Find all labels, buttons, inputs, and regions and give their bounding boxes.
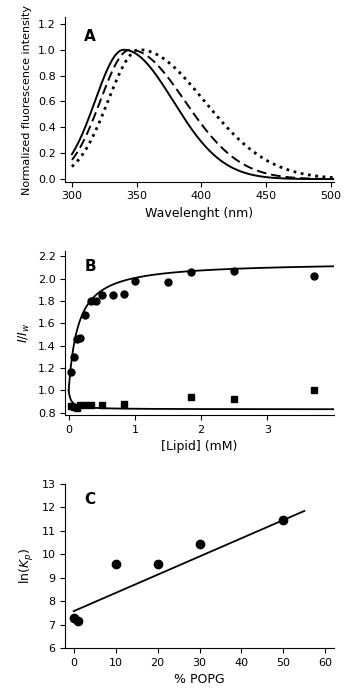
Text: A: A (84, 29, 96, 44)
Y-axis label: Normalized fluorescence intensity: Normalized fluorescence intensity (22, 5, 32, 194)
Y-axis label: $I/I_w$: $I/I_w$ (17, 323, 32, 343)
X-axis label: % POPG: % POPG (174, 673, 225, 687)
Y-axis label: $\ln(K_p)$: $\ln(K_p)$ (18, 548, 36, 584)
X-axis label: Wavelenght (nm): Wavelenght (nm) (146, 207, 254, 220)
Text: C: C (84, 492, 95, 507)
X-axis label: [Lipid] (mM): [Lipid] (mM) (161, 441, 238, 453)
Text: B: B (84, 259, 96, 274)
